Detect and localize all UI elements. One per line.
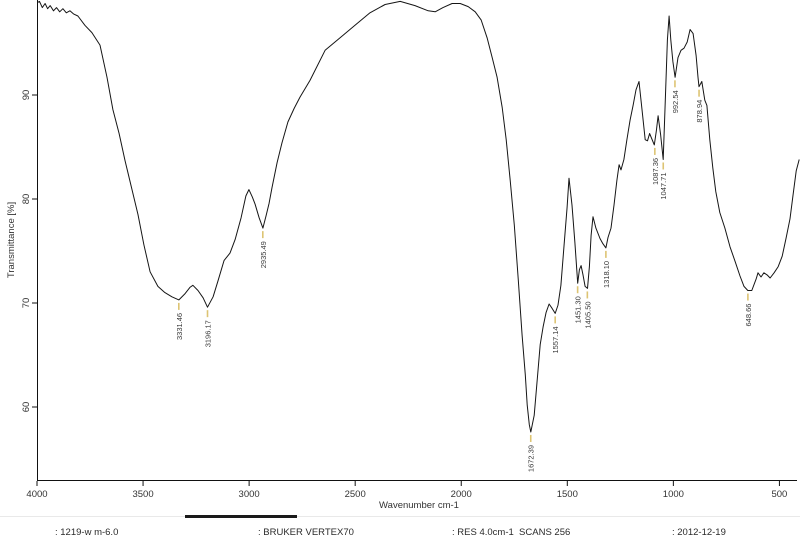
y-tick-label: 70 xyxy=(21,298,32,309)
footer-instrument: : BRUKER VERTEX70 xyxy=(258,527,354,538)
peak-label: 1672.39 xyxy=(527,445,536,472)
peak-label: 1557.14 xyxy=(551,326,560,353)
x-tick-label: 1500 xyxy=(557,489,578,500)
peak-label: 1451.30 xyxy=(574,296,583,323)
peak-label: 1047.71 xyxy=(659,172,668,199)
peak-label: 878.94 xyxy=(695,100,704,123)
footer-sample-name: : 1219-w m-6.0 xyxy=(55,527,119,538)
y-axis-title: Transmittance [%] xyxy=(6,202,17,278)
peak-label: 1318.10 xyxy=(602,261,611,288)
peak-label: 3331.46 xyxy=(175,313,184,340)
x-tick-label: 3500 xyxy=(132,489,153,500)
peak-label: 2935.49 xyxy=(259,241,268,268)
peak-annotations: 3331.46 3196.17 2935.49 1672.39 1557.14 1451.… xyxy=(175,80,753,472)
x-axis-ticks: 4000 3500 3000 2500 2000 1500 1000 500 xyxy=(26,481,787,500)
y-tick-label: 90 xyxy=(21,90,32,101)
peak-label: 1405.50 xyxy=(583,301,592,328)
footer-date: : 2012-12-19 xyxy=(672,527,726,538)
peak-label: 1087.36 xyxy=(651,158,660,185)
x-tick-label: 2000 xyxy=(451,489,472,500)
x-tick-label: 3000 xyxy=(239,489,260,500)
footer-acquisition-params: : RES 4.0cm-1 SCANS 256 xyxy=(452,527,571,538)
y-axis-ticks: 90 80 70 60 xyxy=(21,90,37,413)
spectrum-polyline xyxy=(37,0,800,433)
x-tick-label: 500 xyxy=(771,489,787,500)
peak-label: 3196.17 xyxy=(204,320,213,347)
x-tick-label: 1000 xyxy=(663,489,684,500)
y-tick-label: 60 xyxy=(21,402,32,413)
spectrum-curve xyxy=(37,0,800,433)
footer-divider-segment xyxy=(185,515,297,518)
peak-label: 648.66 xyxy=(744,304,753,327)
footer-divider-line xyxy=(0,516,800,517)
peak-label: 992.54 xyxy=(671,90,680,113)
x-tick-label: 4000 xyxy=(26,489,47,500)
y-tick-label: 80 xyxy=(21,194,32,205)
x-tick-label: 2500 xyxy=(345,489,366,500)
x-axis-title: Wavenumber cm-1 xyxy=(379,500,459,511)
